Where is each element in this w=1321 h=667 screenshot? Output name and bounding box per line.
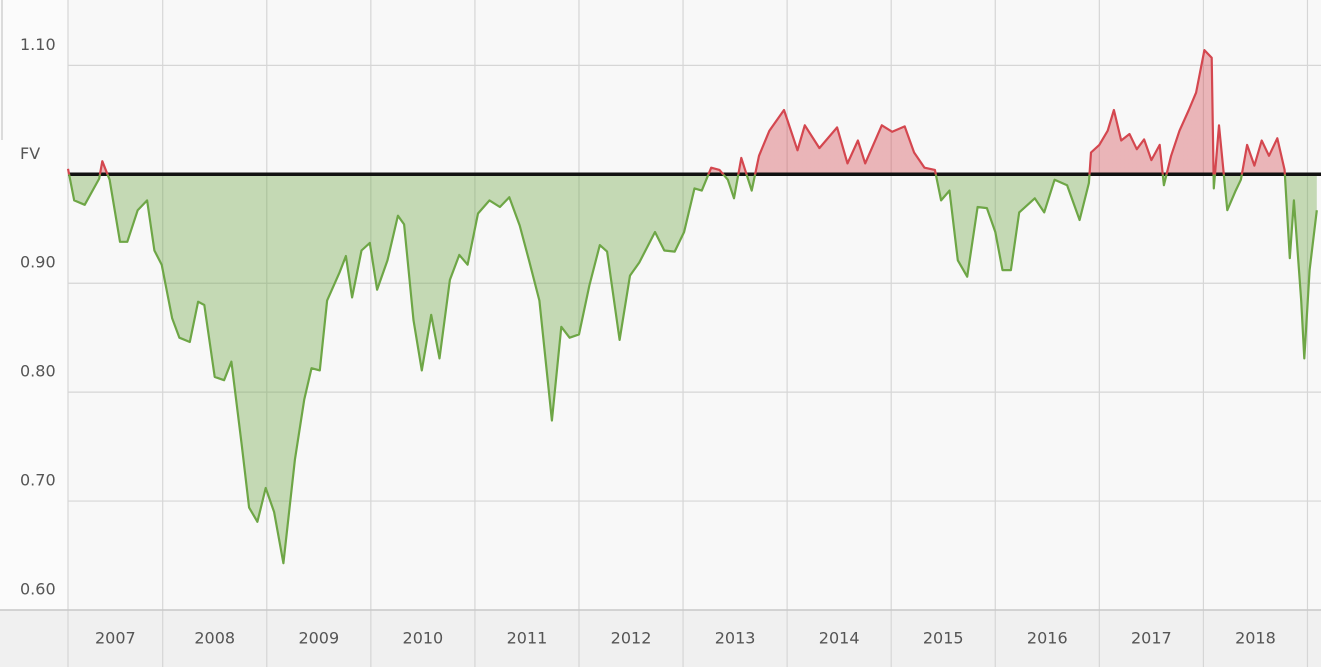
x-tick-label: 2012 [611,629,652,648]
x-tick-label: 2017 [1131,629,1172,648]
x-axis-band [0,610,1321,667]
x-tick-label: 2011 [507,629,548,648]
y-tick-label: 0.70 [20,471,56,490]
y-axis-band [0,0,68,610]
x-tick-label: 2008 [194,629,235,648]
x-tick-label: 2013 [715,629,756,648]
x-tick-label: 2009 [298,629,339,648]
x-tick-label: 2016 [1027,629,1068,648]
y-tick-label: 0.80 [20,362,56,381]
y-tick-label: 1.10 [20,35,56,54]
y-tick-label: 0.90 [20,253,56,272]
y-tick-label: FV [20,144,40,163]
area-fill [68,50,1317,564]
x-tick-label: 2010 [403,629,444,648]
x-tick-label: 2018 [1235,629,1276,648]
y-tick-label: 0.60 [20,580,56,599]
x-tick-label: 2007 [95,629,136,648]
price-line [66,49,1318,565]
x-tick-label: 2015 [923,629,964,648]
x-tick-label: 2014 [819,629,860,648]
